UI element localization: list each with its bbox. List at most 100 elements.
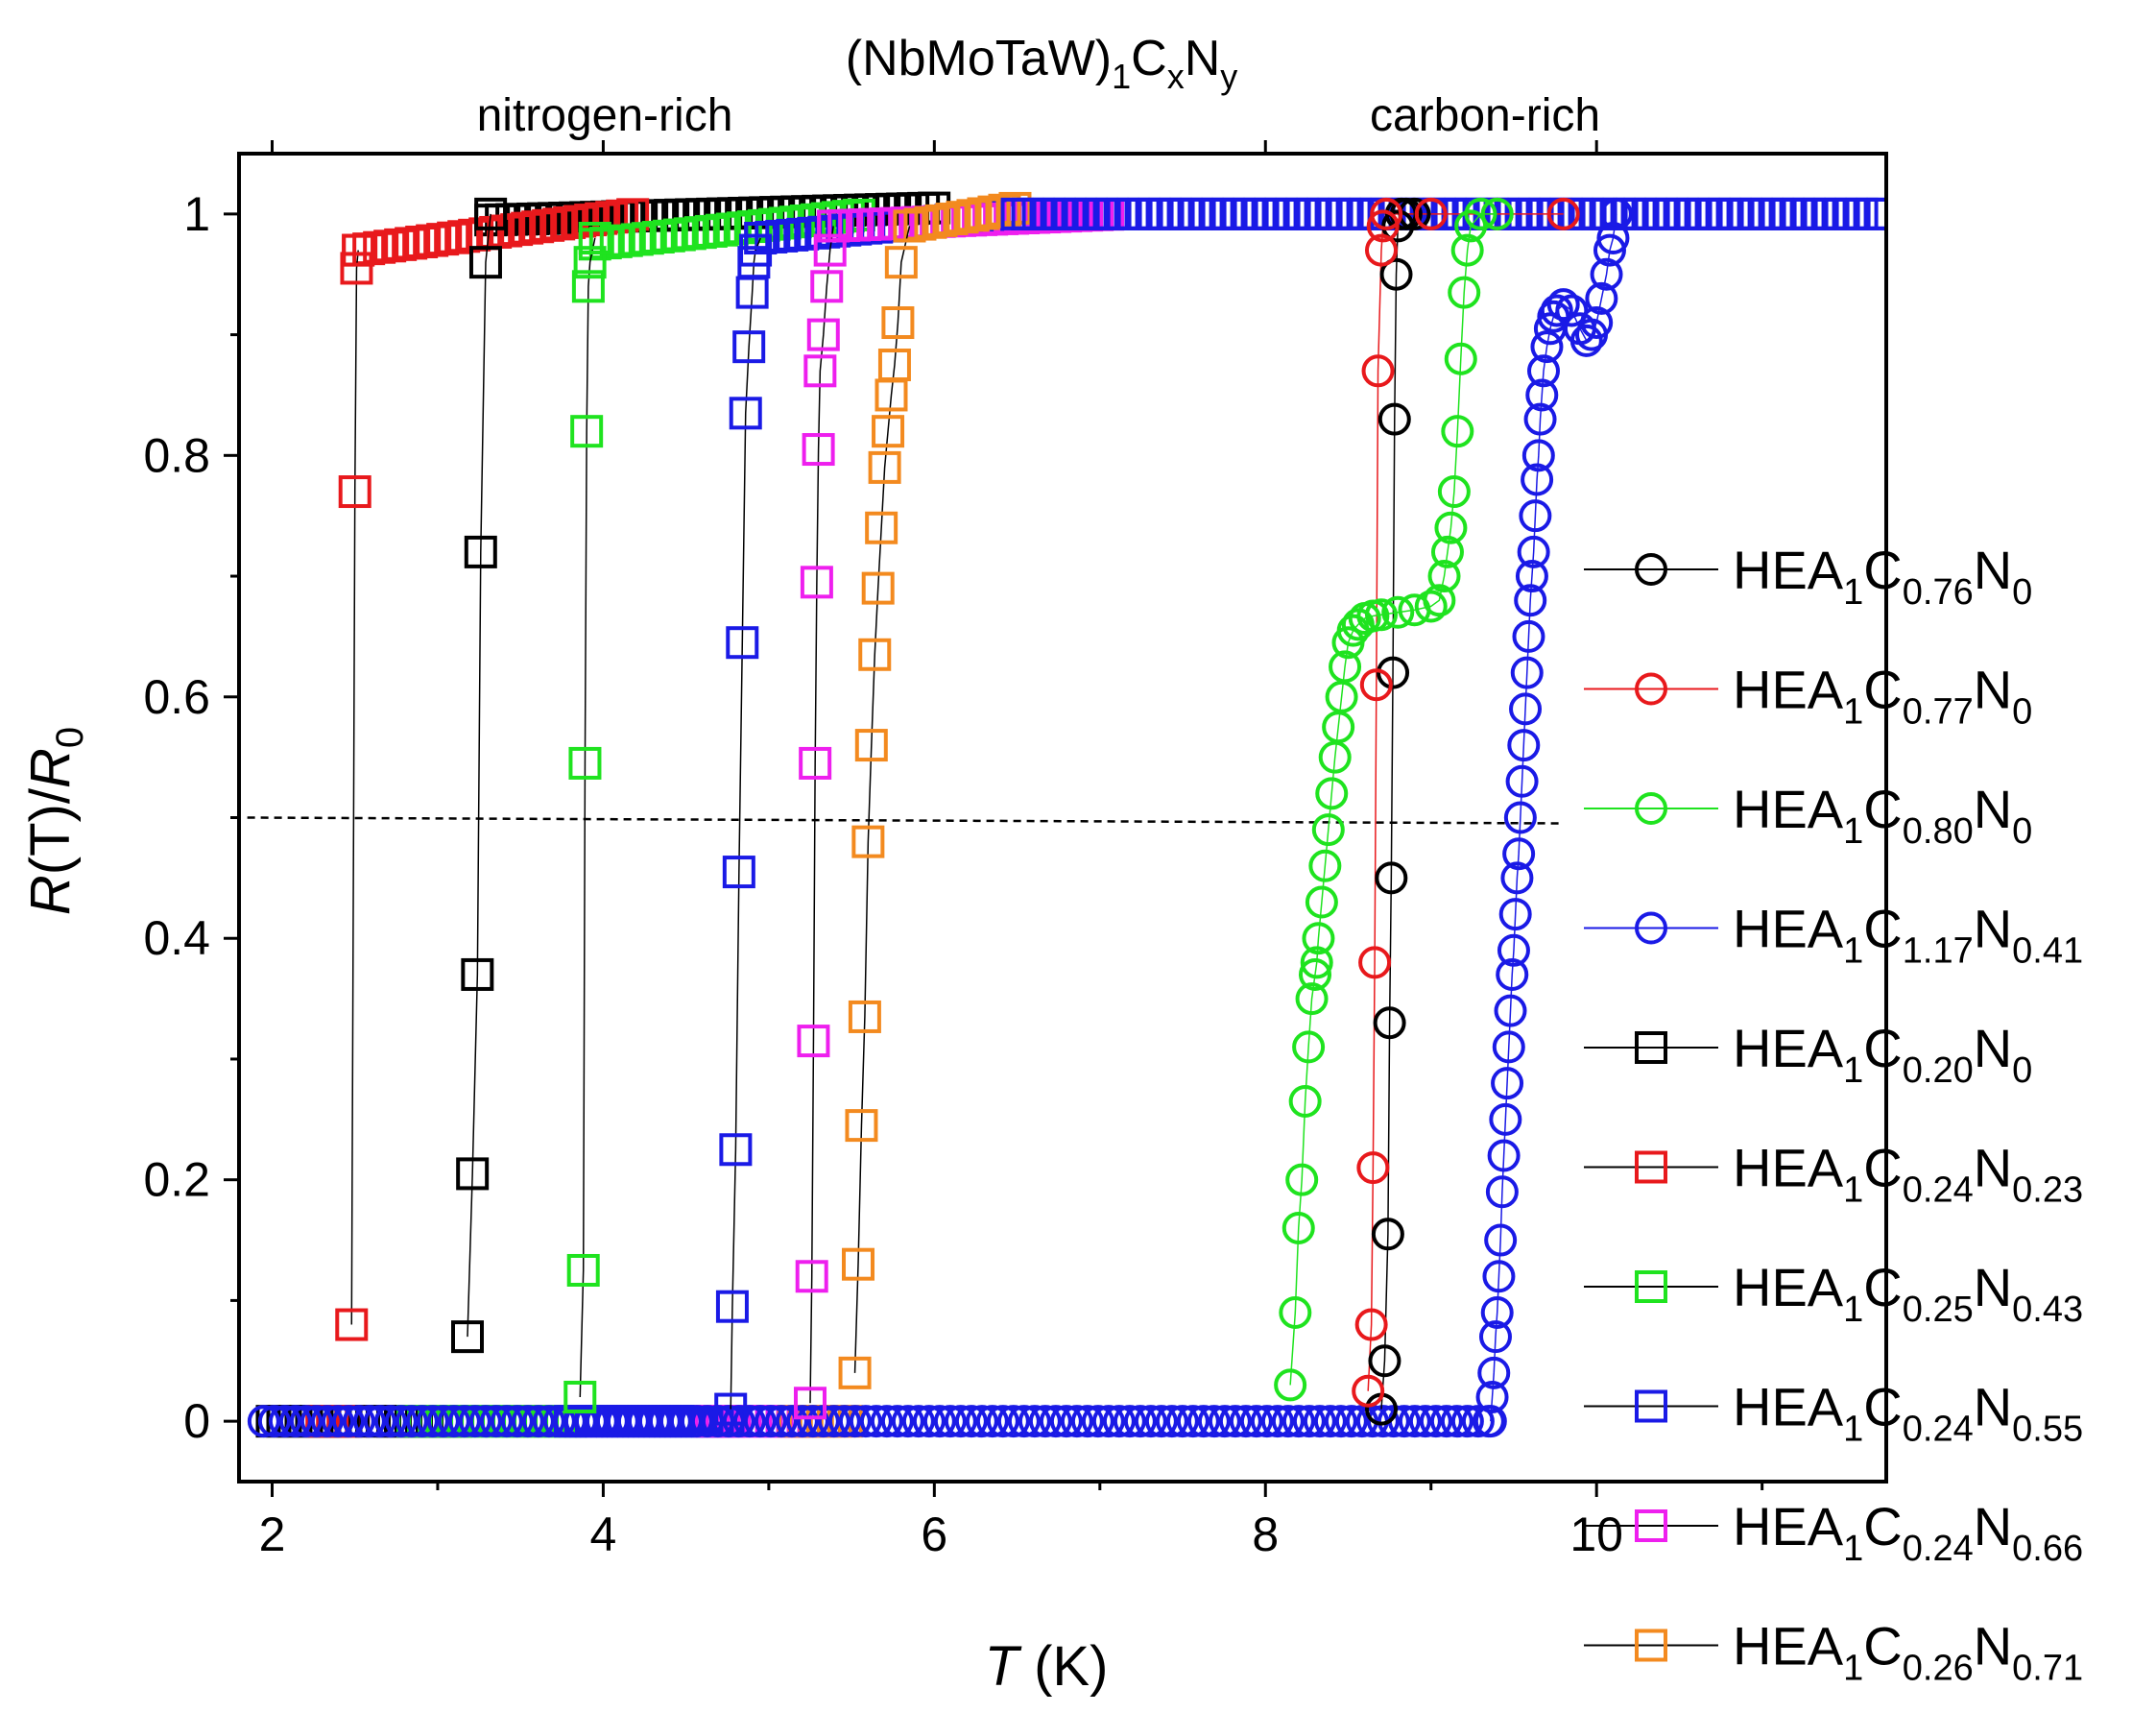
baseline-point: [754, 1405, 787, 1438]
baseline-point: [257, 1405, 291, 1438]
baseline-point: [1313, 1405, 1347, 1438]
data-point: [795, 1260, 828, 1293]
data-point: [1492, 1030, 1525, 1064]
data-point: [1274, 1368, 1307, 1402]
baseline-point: [1165, 1405, 1199, 1438]
baseline-point: [954, 1405, 988, 1438]
baseline-point: [1271, 1405, 1305, 1438]
data-point: [1540, 294, 1573, 327]
baseline-point: [1239, 1405, 1273, 1438]
baseline-point: [1091, 1405, 1125, 1438]
baseline-point: [437, 1405, 470, 1438]
plateau-point: [664, 198, 698, 231]
baseline-point: [1102, 1405, 1136, 1438]
baseline-point: [690, 1405, 724, 1438]
plateau-point: [1750, 197, 1784, 230]
legend-label: HEA1C0.26N0.71: [1733, 1616, 2083, 1689]
plateau-point: [652, 219, 685, 253]
baseline-point: [785, 1405, 819, 1438]
data-point: [570, 415, 604, 448]
baseline-point: [352, 1405, 386, 1438]
data-point: [1329, 650, 1362, 684]
plateau-point: [1243, 197, 1277, 230]
plateau-point: [1169, 197, 1203, 230]
data-point: [806, 318, 840, 351]
baseline-point: [922, 1405, 956, 1438]
legend-marker: [1635, 1031, 1667, 1064]
reference-line: [247, 816, 1564, 825]
data-point: [1311, 813, 1345, 847]
baseline-point: [321, 1405, 354, 1438]
data-point: [1358, 946, 1392, 979]
data-point: [810, 270, 844, 303]
annotation-carbon-rich: carbon-rich: [1370, 90, 1600, 141]
baseline-point: [490, 1405, 523, 1438]
baseline-point: [1260, 1405, 1294, 1438]
plateau-point: [1127, 197, 1161, 230]
data-point: [877, 349, 911, 382]
plateau-point: [662, 218, 696, 252]
plateau-point: [1634, 197, 1667, 230]
plateau-point: [1211, 197, 1245, 230]
baseline-point: [310, 1405, 344, 1438]
baseline-point: [1250, 1405, 1283, 1438]
annotation-nitrogen-rich: nitrogen-rich: [477, 90, 733, 141]
data-point: [851, 825, 885, 858]
data-point: [568, 746, 602, 780]
plateau-point: [1718, 197, 1752, 230]
data-point: [1299, 957, 1332, 991]
baseline-point: [1049, 1405, 1083, 1438]
baseline-point: [637, 1405, 671, 1438]
plateau-point: [1264, 197, 1298, 230]
baseline-point: [975, 1405, 1009, 1438]
plateau-point: [1834, 197, 1868, 230]
data-point: [1414, 197, 1448, 230]
plateau-point: [1180, 197, 1213, 230]
x-tick-label: 10: [1569, 1508, 1623, 1561]
legend-marker: [1635, 1629, 1667, 1662]
baseline-point: [532, 1405, 565, 1438]
axis-ticks: 2 4 6 8 10 0 0.2 0.4 0.6 0.8 1: [143, 140, 1764, 1561]
data-point: [1503, 801, 1537, 834]
plateau-point: [1856, 197, 1886, 230]
legend-marker: [1635, 911, 1667, 945]
baseline-point: [1176, 1405, 1210, 1438]
data-point: [1546, 197, 1580, 230]
baseline-point: [595, 1405, 629, 1438]
data-point: [1512, 619, 1545, 653]
data-point: [1292, 1030, 1326, 1064]
baseline-point: [1440, 1405, 1473, 1438]
data-point: [719, 1133, 753, 1167]
data-point: [1364, 598, 1398, 632]
data-point: [1430, 535, 1464, 568]
data-point: [1599, 197, 1633, 230]
plateau-point: [1782, 197, 1815, 230]
baseline-point: [1007, 1405, 1041, 1438]
baseline-point: [1334, 1405, 1368, 1438]
data-point: [474, 197, 508, 230]
plateau-point: [1687, 197, 1720, 230]
data-point: [729, 397, 762, 430]
baseline-point: [1292, 1405, 1326, 1438]
plateau-point: [1644, 197, 1678, 230]
baseline-point: [1429, 1405, 1463, 1438]
data-point: [726, 626, 759, 660]
baseline-point: [1018, 1405, 1051, 1438]
data-point: [468, 246, 502, 279]
data-point: [1480, 1295, 1514, 1329]
data-point: [1496, 957, 1529, 991]
data-point: [1515, 560, 1548, 593]
legend-label: HEA1C0.80N0: [1733, 779, 2032, 852]
plateau-point: [1328, 197, 1361, 230]
baseline-point: [1324, 1405, 1357, 1438]
baseline-point: [563, 1405, 597, 1438]
data-point: [1434, 511, 1468, 544]
baseline-point: [1450, 1405, 1484, 1438]
plateau-point: [1792, 197, 1826, 230]
data-point: [817, 209, 850, 243]
x-tick-label: 6: [921, 1508, 947, 1561]
data-point: [732, 330, 766, 364]
legend-label: HEA1C0.25N0.43: [1733, 1257, 2083, 1330]
series-line: [1289, 213, 1497, 1386]
data-point: [1514, 584, 1547, 617]
